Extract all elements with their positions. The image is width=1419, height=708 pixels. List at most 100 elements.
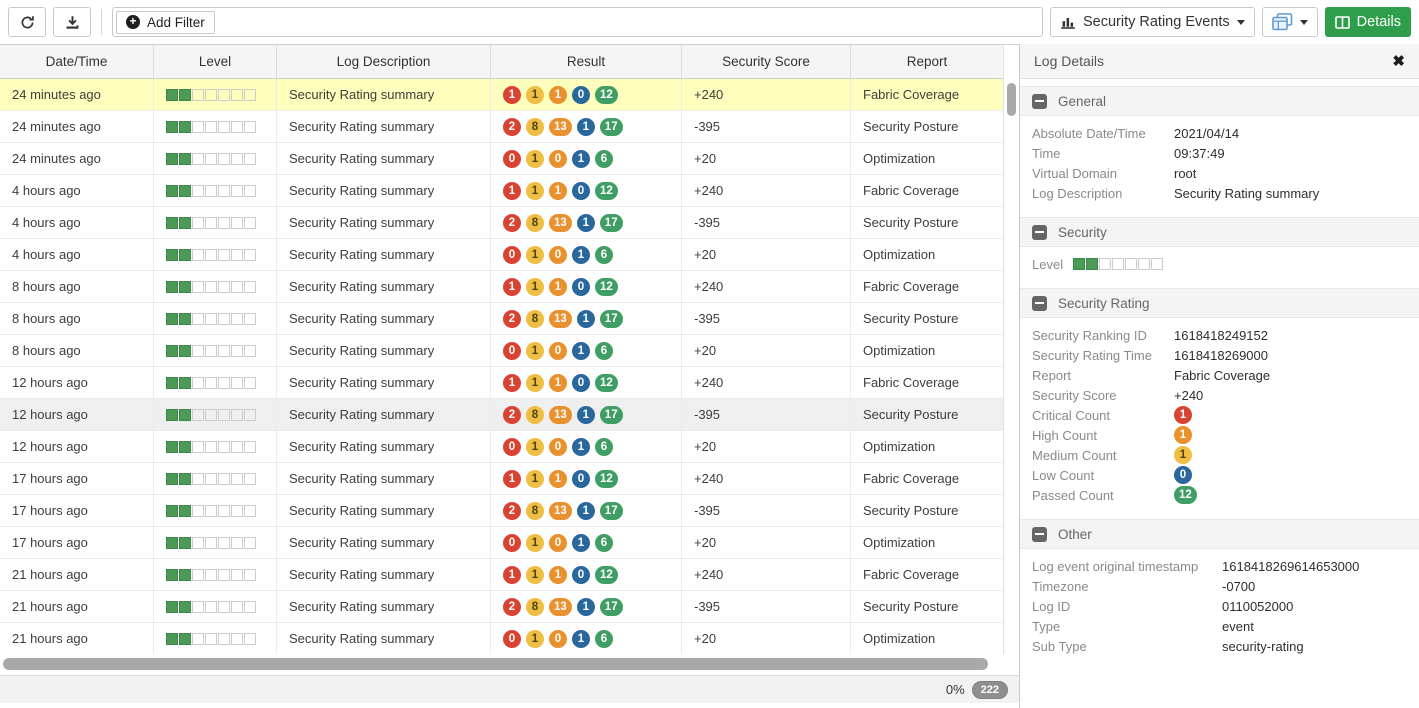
toolbar: + Add Filter Security Rating Events Deta… [0,0,1419,44]
table-row[interactable]: 24 minutes ago Security Rating summary 1 1 1… [0,79,1003,111]
collapse-icon[interactable] [1032,526,1047,542]
cell-score: +20 [682,431,851,462]
level-indicator [166,280,257,293]
cell-datetime: 4 hours ago [0,207,154,238]
table-row[interactable]: 12 hours ago Security Rating summary 1 1 1 0 1… [0,367,1003,399]
table-row[interactable]: 21 hours ago Security Rating summary 0 1 0 1 6… [0,623,1003,655]
cell-score: +20 [682,143,851,174]
count-badge-critical: 1 [503,181,521,200]
table-row[interactable]: 4 hours ago Security Rating summary 1 1 1 0 12… [0,175,1003,207]
level-segment [244,216,256,229]
download-button[interactable] [53,7,91,37]
count-badge-critical: 1 [503,469,521,488]
count-badge-critical: 1 [1174,406,1192,424]
cell-datetime: 12 hours ago [0,431,154,462]
level-segment [218,184,230,197]
cell-description: Security Rating summary [277,527,491,558]
vertical-scrollbar-thumb[interactable] [1007,83,1016,116]
count-badge-critical: 2 [503,405,521,424]
cell-score: +20 [682,623,851,654]
detail-row: Level [1032,254,1407,274]
filter-bar[interactable]: + Add Filter [112,7,1043,37]
level-segment [244,120,256,133]
level-segment [205,536,217,549]
vertical-scrollbar[interactable] [1003,44,1019,654]
cell-level [154,367,277,398]
level-segment [205,120,217,133]
detail-value: Fabric Coverage [1174,367,1271,383]
level-segment [179,88,191,101]
horizontal-scrollbar[interactable] [0,654,1019,675]
column-header-report[interactable]: Report [906,54,948,69]
level-segment [244,312,256,325]
refresh-button[interactable] [8,7,46,37]
detail-row: Log Description Security Rating summary [1032,183,1407,203]
details-toggle-button[interactable]: Details [1324,7,1411,37]
table-row[interactable]: 17 hours ago Security Rating summary 0 1 0 1 6… [0,527,1003,559]
count-badge-medium: 8 [526,117,544,136]
section-body: Absolute Date/Time 2021/04/14 Time 09:37:49… [1020,116,1419,210]
table-row[interactable]: 12 hours ago Security Rating summary 2 8 13 1… [0,399,1003,431]
report-layout-dropdown[interactable] [1261,7,1318,37]
level-segment [231,440,243,453]
level-segment [218,376,230,389]
table-row[interactable]: 8 hours ago Security Rating summary 2 8 13 1 1… [0,303,1003,335]
count-badge-low: 1 [572,341,590,360]
level-indicator [166,440,257,453]
level-segment [179,216,191,229]
table-row[interactable]: 8 hours ago Security Rating summary 0 1 0 1 6 +… [0,335,1003,367]
section-title: Security [1058,224,1107,240]
cell-datetime: 24 minutes ago [0,143,154,174]
horizontal-scrollbar-thumb[interactable] [3,658,988,670]
count-badge-critical: 1 [503,85,521,104]
cell-level [154,431,277,462]
table-row[interactable]: 21 hours ago Security Rating summary 2 8 13 1… [0,591,1003,623]
add-filter-button[interactable]: + Add Filter [116,10,215,34]
collapse-icon[interactable] [1032,93,1047,109]
count-badge-high: 1 [549,85,567,104]
table-row[interactable]: 21 hours ago Security Rating summary 1 1 1 0 1… [0,559,1003,591]
column-header-datetime[interactable]: Date/Time [0,45,154,78]
collapse-icon[interactable] [1032,295,1047,311]
table-row[interactable]: 17 hours ago Security Rating summary 1 1 1 0 1… [0,463,1003,495]
count-badge-medium: 1 [526,85,544,104]
level-segment [218,88,230,101]
detail-row: Medium Count 1 [1032,445,1407,465]
cell-level [154,399,277,430]
section-body: Security Ranking ID 1618418249152 Security… [1020,318,1419,512]
level-segment [205,216,217,229]
level-segment [179,152,191,165]
table-row[interactable]: 4 hours ago Security Rating summary 0 1 0 1 6 +… [0,239,1003,271]
table-row[interactable]: 4 hours ago Security Rating summary 2 8 13 1 1… [0,207,1003,239]
count-badge-critical: 1 [503,565,521,584]
count-badge-critical: 0 [503,533,521,552]
column-header-result[interactable]: Result [491,45,682,78]
log-table-pane: Date/Time Level Log Description Result S… [0,44,1019,708]
add-filter-label: Add Filter [147,14,205,30]
table-row[interactable]: 12 hours ago Security Rating summary 0 1 0 1 6… [0,431,1003,463]
table-row[interactable]: 24 minutes ago Security Rating summary 2 8 1… [0,111,1003,143]
level-segment [166,376,178,389]
count-badge-medium: 1 [526,629,544,648]
level-segment [231,248,243,261]
detail-row: Sub Type security-rating [1032,636,1407,656]
table-row[interactable]: 17 hours ago Security Rating summary 2 8 13 1… [0,495,1003,527]
view-select-dropdown[interactable]: Security Rating Events [1049,7,1255,37]
level-segment [1151,258,1164,270]
cell-score: -395 [682,591,851,622]
table-row[interactable]: 8 hours ago Security Rating summary 1 1 1 0 12… [0,271,1003,303]
table-row[interactable]: 24 minutes ago Security Rating summary 0 1 0… [0,143,1003,175]
level-indicator [166,376,257,389]
level-segment [231,472,243,485]
count-badge-passed: 17 [599,405,623,424]
level-segment [179,408,191,421]
level-segment [166,312,178,325]
column-header-score[interactable]: Security Score [682,45,851,78]
level-segment [218,152,230,165]
column-header-level[interactable]: Level [154,45,277,78]
section-body: Log event original timestamp 161841826961… [1020,549,1419,663]
close-icon[interactable]: ✖ [1392,52,1405,70]
column-header-description[interactable]: Log Description [277,45,491,78]
collapse-icon[interactable] [1032,224,1047,240]
cell-report: Optimization [863,535,936,550]
